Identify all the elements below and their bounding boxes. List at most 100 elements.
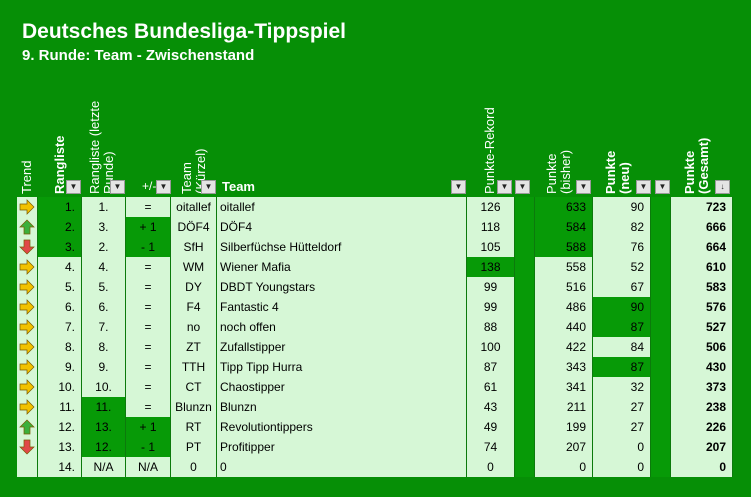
filter-rekord-extra-button[interactable]: ▼ (515, 180, 530, 194)
cell-rekord[interactable]: 138 (467, 257, 515, 277)
cell-change[interactable]: - 1 (126, 437, 171, 457)
cell-short[interactable]: RT (171, 417, 217, 437)
cell-rekord[interactable]: 49 (467, 417, 515, 437)
cell-change[interactable]: + 1 (126, 217, 171, 237)
cell-neu[interactable]: 52 (593, 257, 651, 277)
cell-team[interactable]: oitallef (217, 197, 467, 217)
trend-same-icon[interactable] (17, 317, 38, 337)
cell-neu[interactable]: 67 (593, 277, 651, 297)
cell-rekord[interactable]: 61 (467, 377, 515, 397)
cell-team[interactable]: Zufallstipper (217, 337, 467, 357)
cell-team[interactable]: Fantastic 4 (217, 297, 467, 317)
cell-neu[interactable]: 84 (593, 337, 651, 357)
cell-prev[interactable]: 11. (82, 397, 126, 417)
cell-rank[interactable]: 14. (38, 457, 82, 477)
cell-team[interactable]: Wiener Mafia (217, 257, 467, 277)
cell-rank[interactable]: 9. (38, 357, 82, 377)
cell-bisher[interactable]: 341 (535, 377, 593, 397)
cell-team[interactable]: 0 (217, 457, 467, 477)
cell-gesamt[interactable]: 666 (671, 217, 733, 237)
cell-short[interactable]: PT (171, 437, 217, 457)
cell-gesamt[interactable]: 583 (671, 277, 733, 297)
trend-same-icon[interactable] (17, 197, 38, 217)
trend-same-icon[interactable] (17, 257, 38, 277)
cell-neu[interactable]: 90 (593, 197, 651, 217)
cell-prev[interactable]: 2. (82, 237, 126, 257)
cell-rekord[interactable]: 88 (467, 317, 515, 337)
cell-bisher[interactable]: 343 (535, 357, 593, 377)
cell-neu[interactable]: 0 (593, 457, 651, 477)
cell-prev[interactable]: 10. (82, 377, 126, 397)
filter-punkte-neu-extra-button[interactable]: ▼ (655, 180, 670, 194)
cell-gesamt[interactable]: 0 (671, 457, 733, 477)
cell-team[interactable]: noch offen (217, 317, 467, 337)
cell-rank[interactable]: 5. (38, 277, 82, 297)
cell-team[interactable]: Profitipper (217, 437, 467, 457)
cell-rank[interactable]: 6. (38, 297, 82, 317)
filter-team-short-button[interactable]: ▼ (201, 180, 216, 194)
cell-prev[interactable]: 8. (82, 337, 126, 357)
cell-rank[interactable]: 13. (38, 437, 82, 457)
cell-prev[interactable]: 5. (82, 277, 126, 297)
cell-neu[interactable]: 87 (593, 317, 651, 337)
cell-short[interactable]: TTH (171, 357, 217, 377)
cell-prev[interactable]: 6. (82, 297, 126, 317)
cell-bisher[interactable]: 486 (535, 297, 593, 317)
filter-rekord-button[interactable]: ▼ (497, 180, 512, 194)
cell-prev[interactable]: 7. (82, 317, 126, 337)
cell-neu[interactable]: 76 (593, 237, 651, 257)
cell-gesamt[interactable]: 664 (671, 237, 733, 257)
filter-rangliste-button[interactable]: ▼ (66, 180, 81, 194)
cell-bisher[interactable]: 633 (535, 197, 593, 217)
cell-change[interactable]: = (126, 257, 171, 277)
cell-prev[interactable]: 9. (82, 357, 126, 377)
cell-neu[interactable]: 0 (593, 437, 651, 457)
cell-bisher[interactable]: 558 (535, 257, 593, 277)
trend-same-icon[interactable] (17, 337, 38, 357)
cell-gesamt[interactable]: 723 (671, 197, 733, 217)
cell-change[interactable]: = (126, 397, 171, 417)
cell-change[interactable]: = (126, 377, 171, 397)
cell-prev[interactable]: 13. (82, 417, 126, 437)
cell-change[interactable]: = (126, 197, 171, 217)
cell-team[interactable]: DÖF4 (217, 217, 467, 237)
cell-rekord[interactable]: 43 (467, 397, 515, 417)
cell-short[interactable]: 0 (171, 457, 217, 477)
cell-team[interactable]: Tipp Tipp Hurra (217, 357, 467, 377)
cell-short[interactable]: oitallef (171, 197, 217, 217)
trend-cell[interactable] (17, 457, 38, 477)
cell-gesamt[interactable]: 506 (671, 337, 733, 357)
cell-change[interactable]: = (126, 297, 171, 317)
trend-same-icon[interactable] (17, 377, 38, 397)
cell-bisher[interactable]: 199 (535, 417, 593, 437)
cell-short[interactable]: SfH (171, 237, 217, 257)
cell-bisher[interactable]: 588 (535, 237, 593, 257)
cell-rank[interactable]: 7. (38, 317, 82, 337)
cell-gesamt[interactable]: 576 (671, 297, 733, 317)
cell-change[interactable]: = (126, 337, 171, 357)
cell-rekord[interactable]: 99 (467, 297, 515, 317)
cell-bisher[interactable]: 440 (535, 317, 593, 337)
cell-short[interactable]: DÖF4 (171, 217, 217, 237)
cell-change[interactable]: N/A (126, 457, 171, 477)
trend-up-icon[interactable] (17, 417, 38, 437)
cell-change[interactable]: + 1 (126, 417, 171, 437)
cell-rank[interactable]: 11. (38, 397, 82, 417)
trend-same-icon[interactable] (17, 397, 38, 417)
cell-gesamt[interactable]: 373 (671, 377, 733, 397)
cell-change[interactable]: - 1 (126, 237, 171, 257)
cell-rekord[interactable]: 74 (467, 437, 515, 457)
cell-short[interactable]: F4 (171, 297, 217, 317)
cell-change[interactable]: = (126, 277, 171, 297)
cell-rekord[interactable]: 126 (467, 197, 515, 217)
cell-neu[interactable]: 82 (593, 217, 651, 237)
cell-short[interactable]: ZT (171, 337, 217, 357)
cell-team[interactable]: Silberfüchse Hütteldorf (217, 237, 467, 257)
cell-neu[interactable]: 87 (593, 357, 651, 377)
trend-same-icon[interactable] (17, 357, 38, 377)
cell-neu[interactable]: 27 (593, 397, 651, 417)
cell-rank[interactable]: 1. (38, 197, 82, 217)
cell-prev[interactable]: 4. (82, 257, 126, 277)
cell-rekord[interactable]: 118 (467, 217, 515, 237)
cell-bisher[interactable]: 516 (535, 277, 593, 297)
